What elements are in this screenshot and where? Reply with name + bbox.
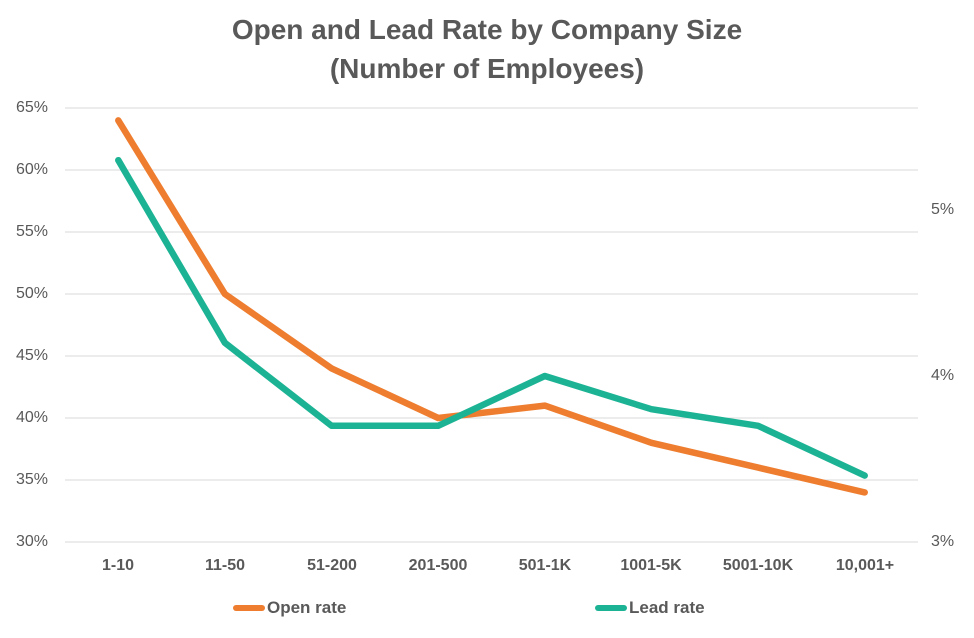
y-axis-left-tick-label: 50% [15, 285, 48, 302]
y-axis-left-tick-label: 30% [15, 533, 48, 550]
legend-item-open-rate: Open rate [233, 597, 346, 619]
y-axis-left-tick-label: 40% [15, 409, 48, 426]
chart-title-line2: (Number of Employees) [329, 53, 645, 84]
lead-rate-legend-marker-icon [595, 605, 627, 611]
open-rate-legend-marker-icon [233, 605, 265, 611]
x-axis-category-label: 1001-5K [620, 557, 682, 574]
open-rate-line [115, 117, 868, 496]
x-axis-category-label: 10,001+ [835, 557, 895, 574]
lead-rate-line [115, 156, 868, 479]
y-axis-right-tick-label: 4% [931, 367, 955, 384]
open-rate-legend-label: Open rate [267, 598, 347, 617]
x-axis-category-label: 501-1K [518, 557, 572, 574]
y-axis-left-tick-label: 65% [15, 99, 48, 116]
lead-rate-legend-label: Lead rate [629, 598, 705, 617]
x-axis-category-label: 1-10 [101, 557, 135, 574]
y-axis-left-tick-label: 45% [15, 347, 48, 364]
x-axis-category-label: 11-50 [204, 557, 246, 574]
x-axis-category-label: 201-500 [408, 557, 468, 574]
y-axis-right-tick-label: 5% [931, 201, 955, 218]
y-axis-left-tick-label: 35% [15, 471, 48, 488]
chart-title: Open and Lead Rate by Company Size (Numb… [0, 10, 974, 88]
chart-title-line1: Open and Lead Rate by Company Size [231, 14, 743, 45]
gridlines [65, 107, 918, 543]
x-axis-category-label: 51-200 [307, 557, 357, 574]
y-axis-left-tick-label: 60% [15, 161, 48, 178]
y-axis-left-tick-label: 55% [15, 223, 48, 240]
legend-item-lead-rate: Lead rate [595, 597, 705, 619]
x-axis-category-label: 5001-10K [722, 557, 794, 574]
y-axis-right-tick-label: 3% [931, 533, 955, 550]
